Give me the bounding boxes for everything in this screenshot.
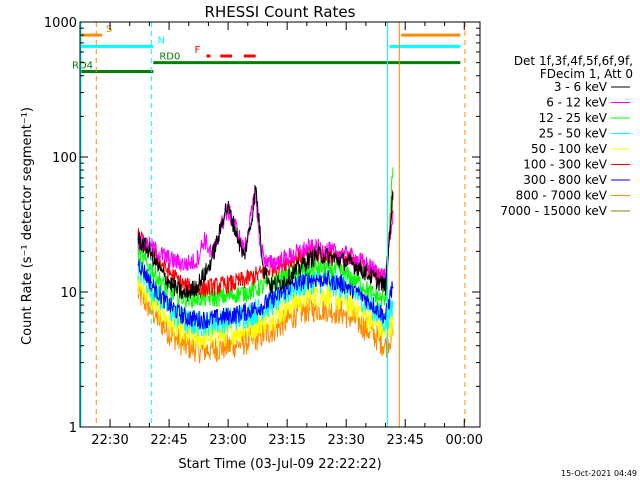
y-tick-label: 10: [60, 286, 77, 301]
plot-frame: [79, 21, 481, 428]
segment-label-n: N: [157, 35, 164, 46]
vertical-marker-layer: [80, 22, 466, 427]
legend-header-line: FDecim 1, Att 0: [540, 67, 633, 81]
legend: Det 1f,3f,4f,5f,6f,9f,FDecim 1, Att 03 -…: [500, 54, 633, 218]
legend-entry-label: 6 - 12 keV: [546, 96, 608, 110]
chart-title: RHESSI Count Rates: [205, 3, 356, 21]
x-tick-label: 23:30: [327, 433, 364, 448]
legend-entry-label: 300 - 800 keV: [523, 173, 607, 187]
legend-entry-label: 50 - 100 keV: [531, 142, 608, 156]
plot-data-layer: [137, 167, 394, 364]
segment-layer: S N F RD0 RD4: [72, 24, 461, 73]
x-tick-label: 23:45: [386, 433, 423, 448]
segment-label-f: F: [194, 45, 200, 56]
x-tick-label: 23:00: [209, 433, 246, 448]
series-line-0: [137, 185, 394, 302]
series-line-6: [137, 258, 394, 330]
x-tick-label: 23:15: [268, 433, 305, 448]
axis-ticks: 1 10 100 1000 22:30 22:45 23:00 23:15 23:30 23:45…: [44, 16, 483, 448]
legend-header-line: Det 1f,3f,4f,5f,6f,9f,: [514, 54, 633, 68]
legend-entry-label: 25 - 50 keV: [539, 127, 608, 141]
y-tick-label: 1000: [44, 16, 77, 31]
timestamp: 15-Oct-2021 04:49: [561, 469, 637, 478]
x-tick-label: 22:45: [150, 433, 187, 448]
legend-entry-label: 7000 - 15000 keV: [500, 204, 607, 218]
legend-entry-label: 100 - 300 keV: [523, 158, 607, 172]
segment-label-rd0: RD0: [159, 52, 180, 63]
x-axis-label: Start Time (03-Jul-09 22:22:22): [178, 457, 381, 472]
x-tick-label: 00:00: [446, 433, 483, 448]
legend-entry-label: 800 - 7000 keV: [516, 189, 608, 203]
y-tick-label: 1: [69, 421, 77, 436]
segment-label-rd4: RD4: [72, 60, 93, 71]
segment-label-s: S: [106, 24, 112, 35]
legend-entry-label: 3 - 6 keV: [554, 80, 608, 94]
x-tick-label: 22:30: [91, 433, 128, 448]
y-tick-label: 100: [52, 151, 77, 166]
y-axis-label: Count Rate (s⁻¹ detector segment⁻¹): [20, 107, 35, 345]
legend-entry-label: 12 - 25 keV: [539, 111, 608, 125]
